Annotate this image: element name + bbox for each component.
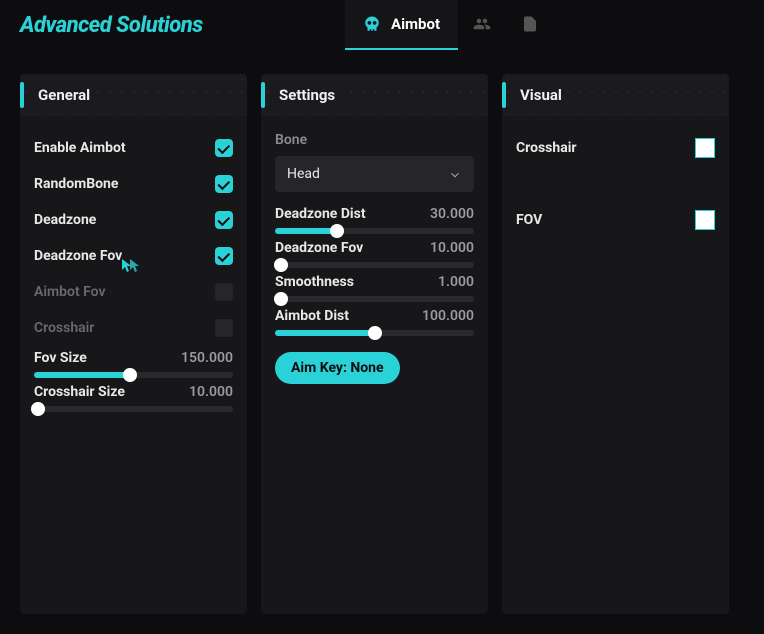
topbar: Advanced Solutions Aimbot bbox=[0, 0, 764, 50]
aim-key-button-label: Aim Key: None bbox=[291, 360, 384, 376]
crosshair-size-slider-value: 10.000 bbox=[189, 384, 233, 400]
smoothness-slider-value: 1.000 bbox=[438, 274, 474, 290]
aim-key-button[interactable]: Aim Key: None bbox=[275, 352, 400, 384]
check-row-crosshair: Crosshair bbox=[34, 310, 233, 346]
check-row-deadzone-fov: Deadzone Fov bbox=[34, 238, 233, 274]
brand-title: Advanced Solutions bbox=[20, 13, 203, 38]
deadzone-fov-slider: Deadzone Fov 10.000 bbox=[275, 240, 474, 268]
panel-settings-title: Settings bbox=[275, 86, 339, 104]
skull-icon bbox=[363, 15, 381, 33]
panel-settings-head: Settings bbox=[261, 74, 488, 116]
aimbot-dist-slider-thumb[interactable] bbox=[368, 326, 382, 340]
deadzone-dist-slider-label: Deadzone Dist bbox=[275, 206, 366, 222]
panel-visual-head: Visual bbox=[502, 74, 729, 116]
check-label: Aimbot Fov bbox=[34, 284, 106, 300]
tab-aimbot-label: Aimbot bbox=[391, 15, 440, 33]
visual-label: Crosshair bbox=[516, 140, 577, 156]
color-picker-fov[interactable] bbox=[695, 210, 715, 230]
deadzone-dist-slider-track[interactable] bbox=[275, 228, 474, 234]
panel-general-head: General bbox=[20, 74, 247, 116]
crosshair-size-slider-track[interactable] bbox=[34, 406, 233, 412]
check-label: Deadzone Fov bbox=[34, 248, 122, 264]
crosshair-size-slider-label: Crosshair Size bbox=[34, 384, 125, 400]
checkbox-enable-aimbot[interactable] bbox=[215, 139, 233, 157]
check-row-deadzone: Deadzone bbox=[34, 202, 233, 238]
check-row-aimbot-fov: Aimbot Fov bbox=[34, 274, 233, 310]
bone-field-label: Bone bbox=[275, 132, 474, 148]
bone-select[interactable]: Head bbox=[275, 156, 474, 192]
tab-aimbot[interactable]: Aimbot bbox=[345, 0, 458, 50]
panel-general-body: Enable Aimbot RandomBone Deadzone Deadzone … bbox=[20, 116, 247, 614]
checkbox-deadzone[interactable] bbox=[215, 211, 233, 229]
crosshair-size-slider-thumb[interactable] bbox=[31, 402, 45, 416]
visual-label: FOV bbox=[516, 212, 542, 228]
file-icon bbox=[521, 15, 539, 33]
check-label: Crosshair bbox=[34, 320, 94, 336]
deadzone-dist-slider-thumb[interactable] bbox=[330, 224, 344, 238]
panel-settings-body: Bone Head Deadzone Dist 30.000 Deadzone Fo… bbox=[261, 116, 488, 614]
deadzone-fov-slider-thumb[interactable] bbox=[274, 258, 288, 272]
panel-general: General Enable Aimbot RandomBone Deadzone D… bbox=[20, 74, 247, 614]
checkbox-deadzone-fov[interactable] bbox=[215, 247, 233, 265]
check-label: Deadzone bbox=[34, 212, 96, 228]
visual-row-fov: FOV bbox=[516, 202, 715, 238]
checkbox-crosshair[interactable] bbox=[215, 319, 233, 337]
tab-files[interactable] bbox=[506, 0, 554, 50]
deadzone-fov-slider-value: 10.000 bbox=[430, 240, 474, 256]
check-row-enable-aimbot: Enable Aimbot bbox=[34, 130, 233, 166]
panel-settings: Settings Bone Head Deadzone Dist30.000De… bbox=[261, 74, 488, 614]
panels-container: General Enable Aimbot RandomBone Deadzone D… bbox=[0, 50, 764, 634]
aimbot-dist-slider-track[interactable] bbox=[275, 330, 474, 336]
deadzone-fov-slider-label: Deadzone Fov bbox=[275, 240, 363, 256]
checkbox-randombone[interactable] bbox=[215, 175, 233, 193]
check-label: RandomBone bbox=[34, 176, 118, 192]
panel-general-title: General bbox=[34, 86, 94, 104]
deadzone-dist-slider: Deadzone Dist 30.000 bbox=[275, 206, 474, 234]
tab-players[interactable] bbox=[458, 0, 506, 50]
smoothness-slider-thumb[interactable] bbox=[274, 292, 288, 306]
smoothness-slider-label: Smoothness bbox=[275, 274, 354, 290]
panel-visual: Visual Crosshair FOV bbox=[502, 74, 729, 614]
smoothness-slider: Smoothness 1.000 bbox=[275, 274, 474, 302]
color-picker-crosshair[interactable] bbox=[695, 138, 715, 158]
aimbot-dist-slider-value: 100.000 bbox=[422, 308, 474, 324]
visual-row-crosshair: Crosshair bbox=[516, 130, 715, 166]
panel-visual-title: Visual bbox=[516, 86, 566, 104]
aimbot-dist-slider: Aimbot Dist 100.000 bbox=[275, 308, 474, 336]
deadzone-dist-slider-value: 30.000 bbox=[430, 206, 474, 222]
deadzone-fov-slider-track[interactable] bbox=[275, 262, 474, 268]
people-icon bbox=[473, 15, 491, 33]
bone-select-value: Head bbox=[287, 166, 320, 182]
fov-size-slider-value: 150.000 bbox=[181, 350, 233, 366]
aimbot-dist-slider-label: Aimbot Dist bbox=[275, 308, 349, 324]
smoothness-slider-track[interactable] bbox=[275, 296, 474, 302]
fov-size-slider-thumb[interactable] bbox=[123, 368, 137, 382]
fov-size-slider-label: Fov Size bbox=[34, 350, 87, 366]
checkbox-aimbot-fov[interactable] bbox=[215, 283, 233, 301]
crosshair-size-slider: Crosshair Size 10.000 bbox=[34, 384, 233, 412]
fov-size-slider-track[interactable] bbox=[34, 372, 233, 378]
fov-size-slider: Fov Size 150.000 bbox=[34, 350, 233, 378]
check-row-randombone: RandomBone bbox=[34, 166, 233, 202]
chevron-down-icon bbox=[448, 167, 462, 181]
tabs: Aimbot bbox=[345, 0, 554, 50]
check-label: Enable Aimbot bbox=[34, 140, 126, 156]
panel-visual-body: Crosshair FOV bbox=[502, 116, 729, 614]
